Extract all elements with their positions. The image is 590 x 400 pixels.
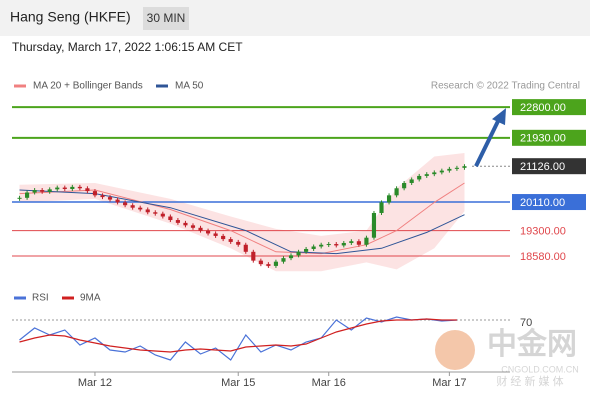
legend-label: MA 50 — [175, 81, 204, 92]
interval-button[interactable] — [143, 7, 189, 30]
candle — [364, 237, 369, 245]
forecast-arrow — [474, 116, 502, 168]
watermark-logo — [435, 330, 475, 370]
interval-label: 30 MIN — [147, 11, 186, 25]
candle — [228, 239, 233, 242]
candle — [349, 241, 354, 243]
candle — [319, 244, 324, 247]
watermark-text: CNGOLD.COM.CN — [501, 364, 579, 374]
candle — [138, 207, 143, 210]
candle — [25, 192, 30, 198]
candle — [424, 174, 429, 176]
candle — [296, 251, 301, 256]
candle — [47, 189, 52, 192]
candle — [160, 213, 165, 217]
candle — [32, 190, 37, 193]
candle — [281, 258, 286, 262]
candle — [70, 186, 75, 189]
chart-title: Hang Seng (HKFE) — [10, 9, 131, 25]
candle — [213, 233, 218, 236]
level-label: 18580.00 — [520, 251, 566, 263]
ma-line — [19, 189, 465, 255]
candle — [145, 209, 150, 213]
legend-label: 9MA — [80, 293, 101, 304]
level-tag — [512, 99, 586, 116]
x-tick-label: Mar 12 — [78, 377, 112, 389]
rsi-tick-label: 70 — [520, 317, 532, 329]
x-tick-label: Mar 17 — [432, 377, 466, 389]
subtitle: Thursday, March 17, 2022 1:06:15 AM CET — [12, 40, 243, 54]
watermark-text: 财 经 新 媒 体 — [496, 374, 563, 388]
candle — [273, 261, 279, 266]
candle — [409, 179, 414, 183]
candle — [454, 167, 459, 169]
candle — [447, 168, 452, 171]
level-label: 20110.00 — [520, 197, 565, 209]
forecast-arrowhead — [492, 108, 506, 126]
candle — [77, 186, 82, 189]
legend-label: MA 20 + Bollinger Bands — [33, 81, 143, 92]
watermark-text: 中金网 — [487, 327, 577, 361]
candle — [107, 197, 113, 200]
candle — [17, 197, 22, 199]
level-tag — [512, 129, 586, 146]
candle — [40, 190, 45, 192]
level-label: 21930.00 — [520, 133, 566, 145]
x-tick-label: Mar 16 — [312, 377, 346, 389]
candle — [168, 216, 173, 221]
level-tag — [512, 158, 586, 175]
candle — [153, 212, 158, 214]
source: Research © 2022 Trading Central — [431, 81, 580, 92]
candle — [55, 187, 60, 190]
candle — [288, 255, 294, 259]
candle — [190, 225, 196, 228]
candle — [356, 241, 361, 245]
candle — [417, 175, 422, 180]
candle — [130, 205, 135, 208]
candle — [334, 244, 339, 246]
candle — [205, 230, 211, 234]
level-label: 22800.00 — [520, 102, 566, 114]
candle — [311, 246, 316, 249]
candle — [266, 264, 271, 266]
candle — [326, 244, 331, 246]
candle — [221, 235, 226, 240]
candle — [371, 212, 377, 238]
candle — [304, 248, 309, 252]
candle — [175, 220, 180, 223]
candle — [394, 188, 399, 196]
level-tag — [512, 194, 586, 211]
x-tick-label: Mar 15 — [221, 377, 255, 389]
rsi-line — [19, 316, 457, 361]
candle — [123, 202, 128, 206]
rsi-line — [19, 318, 457, 353]
candle — [251, 251, 256, 261]
candle — [100, 195, 105, 198]
candle — [62, 187, 67, 189]
candle — [115, 199, 120, 203]
candle — [92, 191, 98, 196]
candle — [402, 182, 407, 189]
candle — [341, 242, 346, 246]
candle — [462, 166, 467, 168]
candle — [386, 195, 392, 203]
candle — [258, 260, 263, 265]
candle — [432, 172, 437, 175]
candle — [379, 202, 384, 213]
watermark: 中金网 CNGOLD.COM.CN 财 经 新 媒 体 — [435, 327, 579, 388]
candle — [236, 241, 241, 245]
level-label: 21126.00 — [520, 161, 565, 173]
candle — [243, 244, 248, 252]
candle — [439, 170, 444, 173]
level-label: 19300.00 — [520, 226, 566, 238]
candle — [183, 222, 188, 226]
candle — [198, 227, 203, 231]
bollinger-band — [19, 153, 465, 272]
legend-label: RSI — [32, 293, 49, 304]
header-bar — [0, 0, 590, 36]
candle — [85, 188, 90, 192]
